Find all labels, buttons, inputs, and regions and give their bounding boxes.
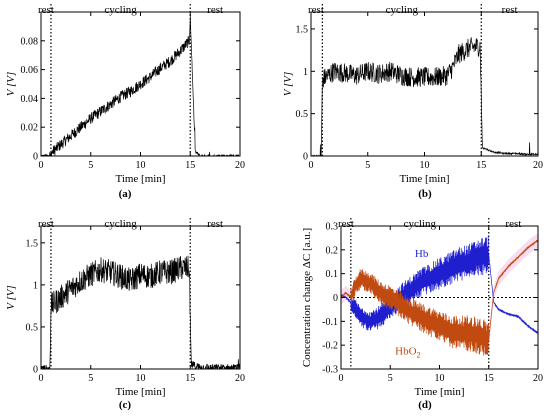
phase-label-rest-2: rest — [207, 218, 223, 230]
phase-label-rest-2: rest — [505, 218, 521, 230]
y-tick-label: 1 — [33, 280, 38, 291]
x-tick-label: 0 — [39, 160, 44, 171]
panel-caption: (d) — [418, 399, 432, 411]
x-axis-label: Time [min] — [414, 386, 464, 398]
series-line-0 — [341, 235, 538, 334]
phase-label-rest-2: rest — [502, 4, 518, 16]
label-hb: Hb — [415, 248, 429, 260]
y-axis-label: V [V] — [282, 72, 294, 97]
y-tick-label: 0.5 — [296, 109, 309, 120]
x-tick-label: 0 — [39, 373, 44, 384]
phase-label-cycling: cycling — [104, 218, 137, 230]
series-line-0 — [41, 15, 240, 156]
x-tick-label: 15 — [185, 160, 195, 171]
y-tick-label: 1.5 — [26, 238, 39, 249]
x-tick-label: 0 — [309, 160, 314, 171]
panel-caption: (c) — [119, 399, 132, 411]
panel-2: 0 5 10 15 20 0 0.5 1 1.5 rest cycling rest Time [min… — [5, 218, 245, 411]
y-tick-label: 0.06 — [21, 65, 39, 76]
y-tick-label: -0.1 — [322, 317, 338, 328]
phase-label-cycling: cycling — [386, 4, 419, 16]
y-tick-label: 0.3 — [326, 222, 339, 233]
y-tick-label: 1.5 — [296, 24, 309, 35]
x-tick-label: 5 — [88, 160, 93, 171]
y-tick-label: 0.1 — [326, 269, 339, 280]
panel-caption: (b) — [418, 188, 432, 200]
x-tick-label: 0 — [339, 373, 344, 384]
phase-label-rest-1: rest — [38, 218, 54, 230]
phase-label-cycling: cycling — [404, 218, 437, 230]
series-line-1 — [341, 239, 538, 356]
x-tick-label: 5 — [88, 373, 93, 384]
panel-caption: (a) — [119, 188, 132, 200]
x-tick-label: 20 — [533, 160, 543, 171]
y-tick-label: 0.2 — [326, 245, 339, 256]
panel-0: 0 5 10 15 20 0 0.02 0.04 0.06 0.08 rest cycling rest… — [5, 4, 245, 200]
phase-label-rest-1: rest — [338, 218, 354, 230]
x-tick-label: 10 — [136, 373, 146, 384]
phase-label-rest-2: rest — [207, 4, 223, 16]
y-tick-label: -0.2 — [322, 341, 338, 352]
y-tick-label: 0 — [333, 293, 338, 304]
x-tick-label: 15 — [185, 373, 195, 384]
x-tick-label: 20 — [533, 373, 543, 384]
y-tick-label: 0 — [303, 152, 308, 163]
y-tick-label: 0.5 — [26, 322, 39, 333]
y-tick-label: 0.04 — [21, 94, 39, 105]
x-axis-label: Time [min] — [115, 173, 165, 185]
y-tick-label: 0 — [33, 152, 38, 163]
x-tick-label: 15 — [484, 373, 494, 384]
y-axis-label: V [V] — [5, 285, 17, 310]
y-tick-label: 0 — [33, 365, 38, 376]
x-tick-label: 5 — [365, 160, 370, 171]
x-axis-label: Time [min] — [115, 386, 165, 398]
label-hbo2: HbO2 — [395, 346, 420, 360]
phase-label-cycling: cycling — [104, 4, 137, 16]
x-tick-label: 10 — [435, 373, 445, 384]
x-tick-label: 20 — [235, 160, 245, 171]
panel-1: 0 5 10 15 20 0 0.5 1 1.5 rest cycling rest Time [min… — [282, 4, 543, 200]
y-tick-label: 1 — [303, 67, 308, 78]
x-tick-label: 15 — [476, 160, 486, 171]
x-tick-label: 10 — [136, 160, 146, 171]
series-line-0 — [311, 37, 538, 156]
y-tick-label: 0.08 — [21, 36, 39, 47]
series-line-0 — [41, 255, 240, 369]
y-axis-label: Concentration change ΔC [a.u.] — [301, 228, 313, 367]
phase-label-rest-1: rest — [38, 4, 54, 16]
plot-frame — [40, 225, 241, 370]
x-tick-label: 5 — [388, 373, 393, 384]
panel-3: 0 5 10 15 20-0.3-0.2-0.100.10.20.3 rest cyclin… — [301, 218, 543, 411]
x-tick-label: 10 — [420, 160, 430, 171]
y-tick-label: 0.02 — [21, 123, 39, 134]
x-axis-label: Time [min] — [399, 173, 449, 185]
y-axis-label: V [V] — [5, 72, 17, 97]
y-tick-label: -0.3 — [322, 365, 338, 376]
phase-label-rest-1: rest — [308, 4, 324, 16]
x-tick-label: 20 — [235, 373, 245, 384]
